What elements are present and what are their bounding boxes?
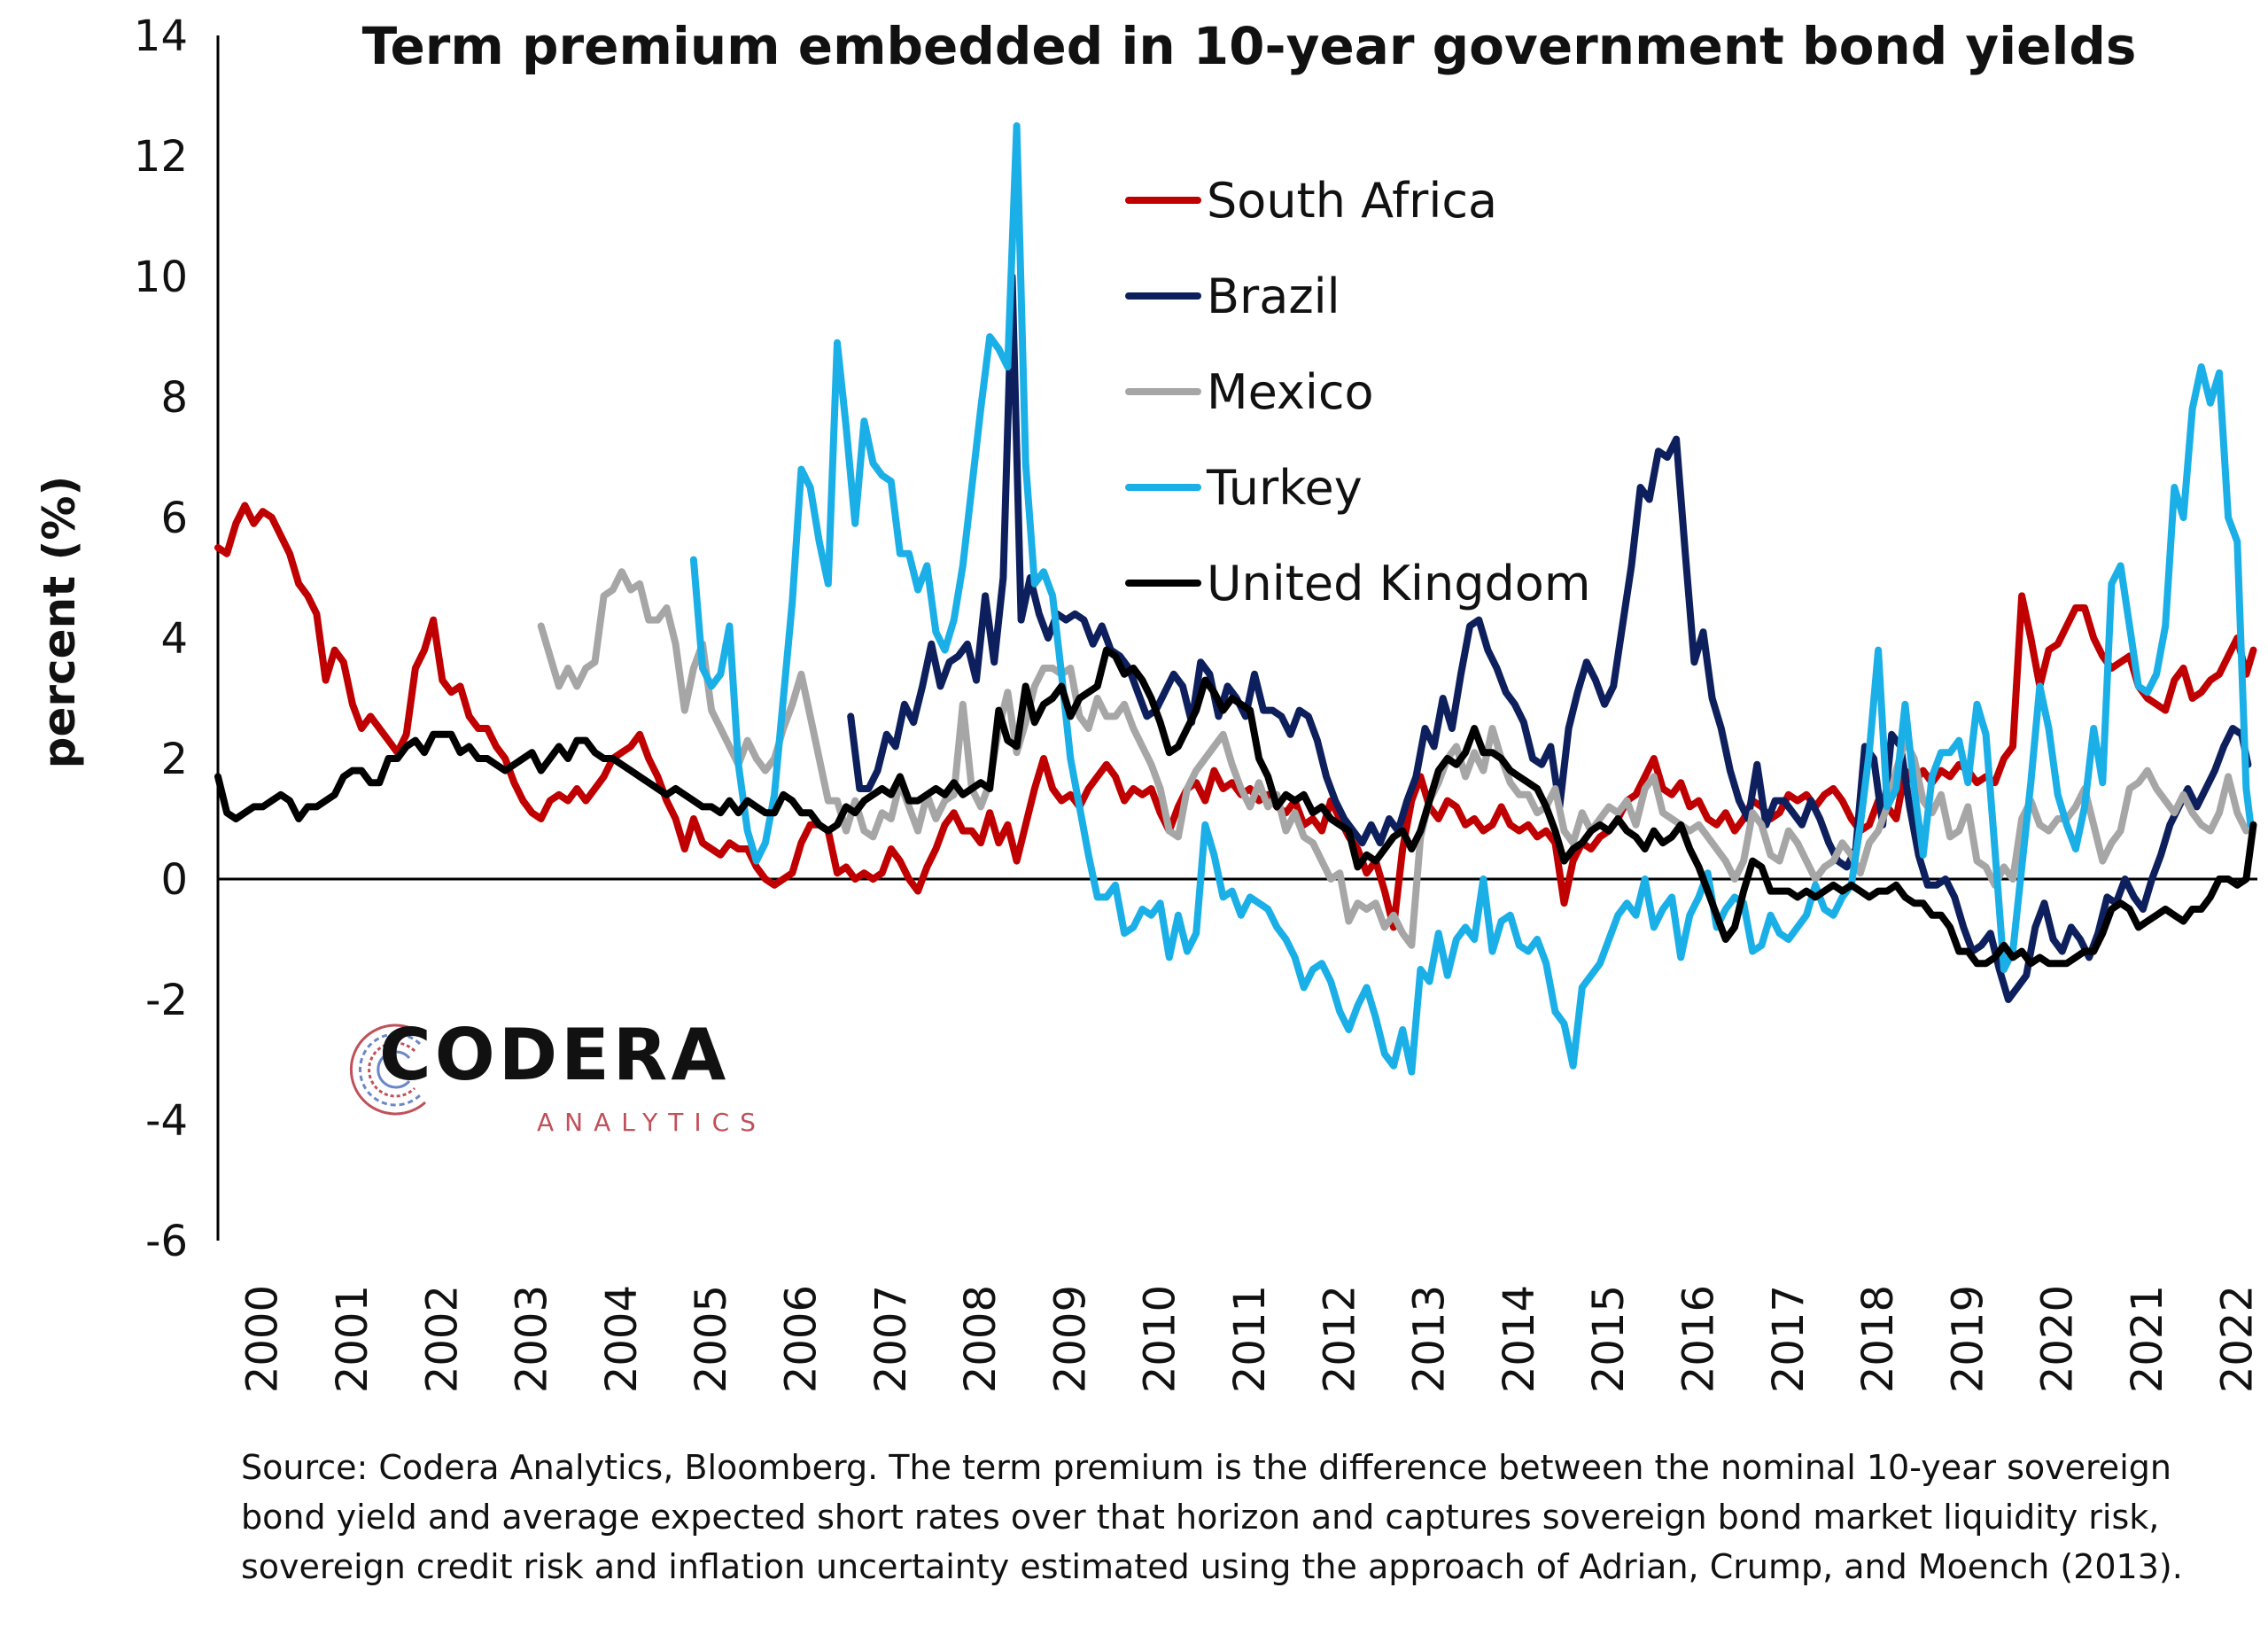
x-tick-label: 2004 (597, 1285, 647, 1393)
series-line-turkey (689, 122, 2255, 1076)
codera-logo: CODERA ANALYTICS (344, 1010, 760, 1152)
series-line-brazil (847, 273, 2252, 1003)
y-tick-label: 6 (160, 494, 188, 543)
y-tick-label: 0 (160, 855, 188, 905)
x-tick-label: 2017 (1764, 1285, 1814, 1393)
y-tick-label: -6 (145, 1217, 188, 1266)
legend-label-brazil: Brazil (1207, 269, 1340, 324)
y-tick-label: 14 (134, 12, 188, 61)
x-tick-label: 2021 (2123, 1285, 2172, 1393)
x-axis: 2000 2001 2002 2003 2004 2005 2006 2007 2008 2009… (218, 877, 2262, 1393)
x-tick-label: 2018 (1853, 1285, 1903, 1393)
x-tick-label: 2010 (1136, 1285, 1185, 1393)
y-axis-label: percent (%) (34, 476, 85, 769)
x-tick-label: 2020 (2033, 1285, 2083, 1393)
y-tick-label: 12 (134, 132, 188, 182)
x-tick-label: 2003 (508, 1285, 557, 1393)
x-tick-label: 2022 (2212, 1285, 2262, 1393)
y-tick-label: -2 (145, 976, 188, 1025)
y-tick-label: 4 (160, 614, 188, 664)
x-tick-label: 2002 (417, 1285, 467, 1393)
x-tick-label: 2005 (687, 1285, 736, 1393)
legend-label-south-africa: South Africa (1207, 173, 1497, 229)
series-lines (214, 122, 2257, 1076)
series-line-mexico (537, 568, 2250, 949)
x-tick-label: 2013 (1405, 1285, 1455, 1393)
y-tick-label: 10 (134, 253, 188, 302)
series-line-united-kingdom (214, 646, 2257, 968)
legend-label-mexico: Mexico (1207, 364, 1374, 420)
x-tick-label: 2008 (956, 1285, 1006, 1393)
x-tick-label: 2006 (776, 1285, 826, 1393)
x-tick-label: 2007 (866, 1285, 916, 1393)
y-tick-label: 2 (160, 735, 188, 784)
x-tick-label: 2016 (1674, 1285, 1723, 1393)
legend: South Africa Brazil Mexico Turkey United Kin… (1125, 173, 1590, 611)
x-tick-label: 2001 (328, 1285, 377, 1393)
legend-label-united-kingdom: United Kingdom (1207, 556, 1590, 611)
legend-label-turkey: Turkey (1206, 460, 1363, 516)
y-tick-label: 8 (160, 373, 188, 423)
x-tick-label: 2014 (1495, 1285, 1544, 1393)
chart-title: Term premium embedded in 10-year governm… (362, 16, 2137, 76)
x-tick-label: 2019 (1943, 1285, 1992, 1393)
logo-wordmark: CODERA (379, 1014, 730, 1096)
logo-mark-icon (349, 1023, 427, 1116)
x-tick-label: 2009 (1045, 1285, 1095, 1393)
y-axis: -6 -4 -2 0 2 4 6 8 10 12 14 (134, 12, 220, 1266)
y-tick-label: -4 (145, 1096, 188, 1146)
x-tick-label: 2012 (1315, 1285, 1364, 1393)
x-tick-label: 2011 (1225, 1285, 1275, 1393)
x-tick-label: 2015 (1584, 1285, 1634, 1393)
x-tick-label: 2000 (238, 1285, 288, 1393)
logo-tagline: ANALYTICS (537, 1108, 766, 1137)
source-note: Source: Codera Analytics, Bloomberg. The… (241, 1448, 2183, 1586)
